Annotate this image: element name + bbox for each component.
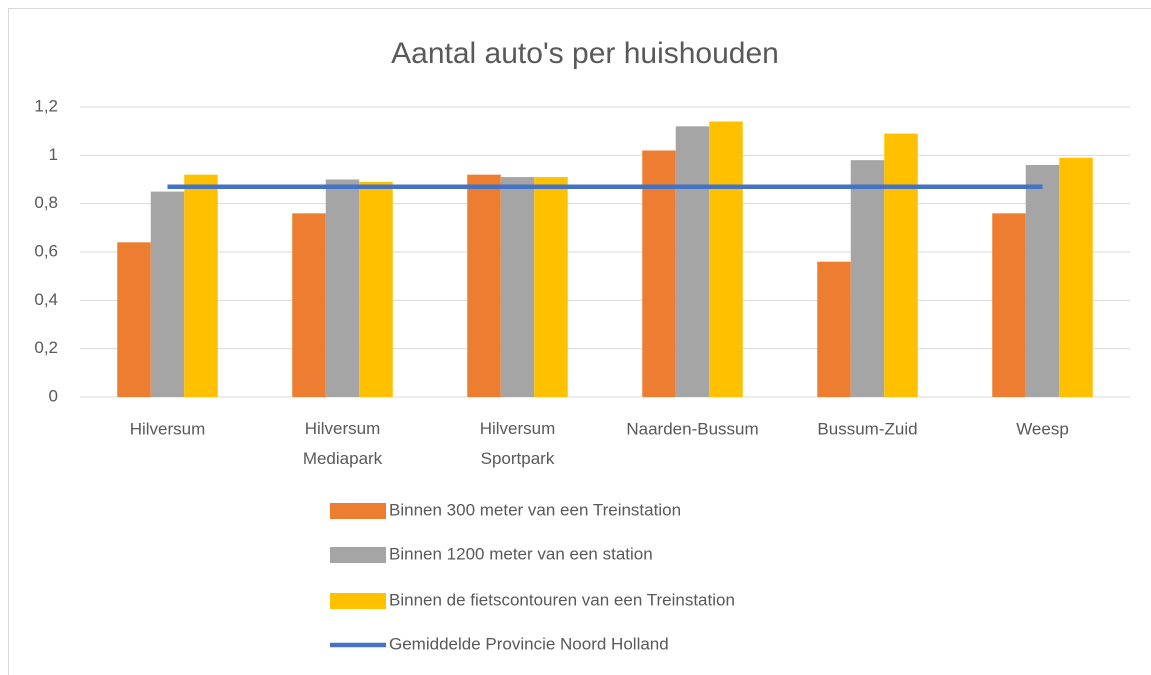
bar	[150, 191, 185, 397]
legend-label: Gemiddelde Provincie Noord Holland	[389, 634, 669, 653]
legend-swatch	[330, 547, 386, 563]
y-tick-label: 0,2	[34, 338, 58, 357]
bar	[500, 177, 535, 397]
bar	[184, 174, 218, 397]
bar	[325, 179, 360, 397]
y-tick-label: 0,4	[34, 290, 58, 309]
bar	[467, 174, 501, 397]
x-tick-label: Hilversum Sportpark	[480, 419, 556, 468]
y-tick-label: 1,2	[34, 96, 58, 115]
bar	[117, 242, 151, 397]
bar	[709, 121, 743, 397]
chart-frame	[8, 8, 1151, 675]
bar	[817, 261, 851, 397]
y-tick-label: 0,6	[34, 241, 58, 260]
bar	[884, 133, 918, 398]
bar	[534, 177, 568, 397]
bar	[1059, 157, 1093, 397]
legend-swatch	[330, 503, 386, 519]
legend-label: Binnen de fietscontouren van een Treinst…	[389, 590, 735, 609]
bar	[992, 213, 1026, 397]
x-tick-label: Hilversum	[130, 419, 206, 438]
chart-title: Aantal auto's per huishouden	[391, 37, 779, 70]
y-tick-label: 0,8	[34, 193, 58, 212]
legend-label: Binnen 300 meter van een Treinstation	[389, 500, 681, 519]
bar	[642, 150, 676, 397]
x-tick-label: Hilversum Mediapark	[303, 419, 383, 468]
x-tick-label: Bussum-Zuid	[817, 419, 917, 438]
y-tick-label: 0	[49, 386, 58, 405]
x-tick-label: Naarden-Bussum	[626, 419, 758, 438]
bar	[292, 213, 326, 397]
legend-swatch	[330, 593, 386, 609]
legend-label: Binnen 1200 meter van een station	[389, 544, 653, 563]
bar	[850, 160, 885, 397]
bar	[1025, 165, 1060, 397]
bar	[359, 181, 393, 397]
bar	[675, 126, 710, 397]
y-tick-label: 1	[49, 145, 58, 164]
x-tick-label: Weesp	[1016, 419, 1069, 438]
